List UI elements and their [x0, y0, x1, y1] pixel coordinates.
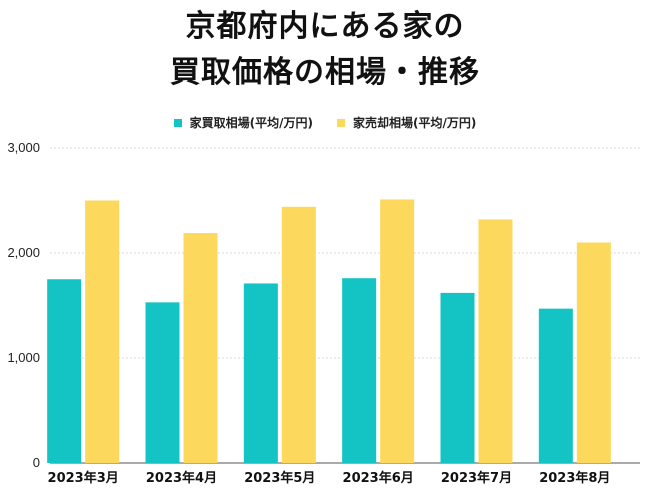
bar-buyback	[440, 292, 475, 463]
x-tick-label: 2023年7月	[441, 470, 512, 486]
legend-item-buyback: 家買取相場(平均/万円)	[173, 114, 313, 131]
bar-sale	[478, 219, 513, 463]
bar-sale	[183, 233, 218, 463]
legend-item-sale: 家売却相場(平均/万円)	[337, 114, 476, 131]
bar-buyback	[243, 283, 278, 463]
bar-buyback	[538, 308, 573, 463]
legend-label-sale: 家売却相場(平均/万円)	[353, 116, 477, 130]
y-tick-label: 0	[33, 455, 40, 470]
legend-swatch-buyback	[173, 118, 182, 127]
bar-sale	[576, 242, 611, 463]
bar-buyback	[342, 278, 377, 463]
x-tick-label: 2023年4月	[146, 470, 217, 486]
bar-sale	[380, 199, 415, 463]
legend-swatch-sale	[337, 118, 345, 127]
y-tick-label: 3,000	[7, 140, 40, 155]
legend-label-buyback: 家買取相場(平均/万円)	[189, 116, 313, 130]
bar-sale	[281, 206, 316, 464]
bar-buyback	[47, 279, 82, 463]
bar-buyback	[145, 302, 180, 463]
y-tick-label: 2,000	[7, 245, 40, 260]
x-tick-label: 2023年8月	[539, 470, 610, 486]
x-tick-label: 2023年3月	[48, 470, 119, 486]
chart-title-line-1: 京都府内にある家の	[185, 9, 465, 44]
bar-sale	[85, 200, 120, 463]
chart-title: 京都府内にある家の 買取価格の相場・推移	[0, 4, 650, 96]
y-tick-label: 1,000	[7, 350, 40, 365]
x-tick-label: 2023年5月	[244, 470, 315, 486]
chart-title-line-2: 買取価格の相場・推移	[170, 55, 480, 90]
x-tick-label: 2023年6月	[343, 470, 414, 486]
chart-legend: 家買取相場(平均/万円) 家売却相場(平均/万円)	[0, 114, 650, 131]
